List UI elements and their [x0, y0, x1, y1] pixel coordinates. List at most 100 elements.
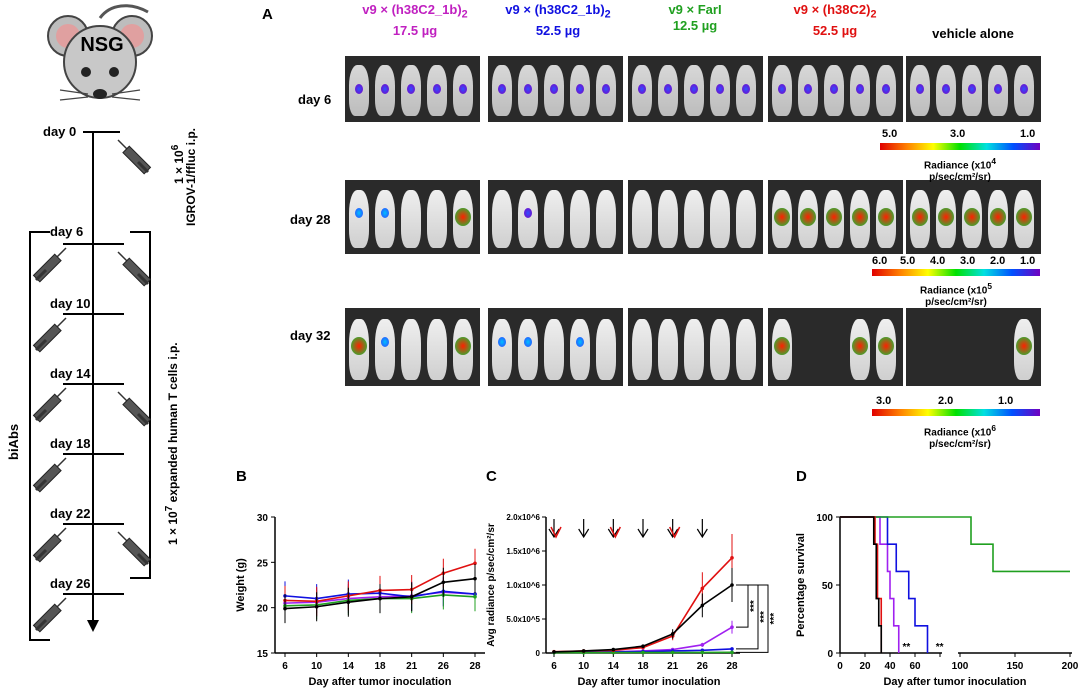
- x-tick-label: 26: [697, 661, 709, 672]
- timeline-day-14: day 14: [50, 366, 91, 381]
- mouse-image: [910, 64, 931, 116]
- data-point: [670, 650, 675, 655]
- mouse-image: [850, 319, 871, 380]
- mouse-image: [798, 190, 819, 248]
- dosing-arrow-head: [667, 528, 679, 539]
- data-point: [730, 583, 734, 587]
- y-tick-label: 15: [257, 649, 269, 660]
- scale-2-tick: 6.0: [872, 255, 888, 267]
- signal-spot: [550, 84, 558, 95]
- y-tick-label: 30: [257, 513, 269, 524]
- mouse-image: [798, 64, 819, 116]
- data-point: [409, 594, 414, 599]
- mouse-image: [632, 64, 653, 116]
- syringe-icon-tumor: [116, 138, 153, 176]
- signal-spot: [916, 84, 924, 95]
- timeline-day-26: day 26: [50, 576, 91, 591]
- mouse-image: [349, 319, 370, 380]
- bioluminescence-image: [345, 56, 480, 122]
- mouse-label: NSG: [80, 34, 124, 56]
- significance-bracket: [736, 584, 759, 650]
- signal-spot: [381, 337, 389, 348]
- signal-spot: [576, 337, 584, 348]
- mouse-image: [544, 64, 565, 116]
- x-axis-label: Day after tumor inoculation: [883, 676, 1026, 688]
- bioluminescence-image: [488, 180, 623, 254]
- signal-spot: [774, 337, 790, 356]
- significance-label: ***: [749, 600, 760, 612]
- signal-spot: [381, 84, 389, 95]
- scale-2-label: Radiance (x105 p/sec/cm²/sr): [920, 281, 992, 309]
- data-point: [552, 650, 556, 654]
- data-point: [473, 594, 477, 599]
- mouse-image: [544, 190, 565, 248]
- bioluminescence-image: [345, 180, 480, 254]
- chart-d-survival: 0 50 100 0 20 40 60 100 150 200 ** ** Day after tumo…: [795, 513, 1079, 688]
- mouse-image: [710, 190, 731, 248]
- scale-3-tick: 3.0: [876, 395, 892, 407]
- mouse-image: [736, 190, 757, 248]
- signal-spot: [455, 337, 471, 356]
- syringe-icon: [31, 526, 68, 564]
- panel-d-letter: D: [796, 468, 807, 485]
- data-point: [700, 603, 705, 608]
- mouse-image: [492, 64, 513, 116]
- data-point: [473, 561, 477, 566]
- mouse-image: [427, 64, 448, 116]
- scale-1-tick: 5.0: [882, 128, 898, 140]
- chart-c-radiance: 0 5.0x10^5 1.0x10^6 1.5x10^6 2.0x10^6 6 10 14 18…: [486, 513, 780, 688]
- timeline-day-18: day 18: [50, 436, 91, 451]
- data-point: [641, 650, 645, 655]
- mouse-image: [570, 190, 591, 248]
- y-axis-label: Avg radiance p/sec/cm²/sr: [486, 523, 497, 647]
- timeline-day-0: day 0: [43, 124, 77, 139]
- data-point: [378, 596, 382, 601]
- mouse-image: [596, 64, 617, 116]
- mouse-image: [736, 64, 757, 116]
- dosing-arrow-red: [550, 526, 562, 539]
- group-header-2: v9 × (h38C2_1b)2 52.5 µg: [505, 2, 611, 38]
- dosing-arrow-head: [607, 528, 619, 539]
- data-point: [730, 650, 734, 655]
- mouse-image: [1014, 190, 1035, 248]
- x-tick-label: 6: [282, 661, 288, 672]
- x-tick-label: 100: [952, 661, 969, 672]
- mouse-image: [518, 319, 539, 380]
- mouse-image: [518, 64, 539, 116]
- signal-spot: [1016, 337, 1032, 356]
- signal-spot: [433, 84, 441, 95]
- scale-3-gradient: [872, 409, 1040, 416]
- mouse-image: [962, 190, 983, 248]
- mouse-image: [401, 319, 422, 380]
- y-tick-label: 100: [816, 513, 833, 524]
- scale-2-tick: 3.0: [960, 255, 976, 267]
- signal-spot: [964, 207, 980, 226]
- mouse-image: [876, 190, 897, 248]
- x-tick-label: 28: [469, 661, 481, 672]
- mouse-image: [824, 190, 845, 248]
- syringe-icon: [31, 316, 68, 354]
- y-tick-label: 1.5x10^6: [506, 547, 540, 556]
- signal-spot: [778, 84, 786, 95]
- mouse-image: [349, 64, 370, 116]
- x-axis-label: Day after tumor inoculation: [308, 676, 451, 688]
- signal-spot: [524, 84, 532, 95]
- mouse-image: [772, 64, 793, 116]
- bioluminescence-image: [768, 56, 903, 122]
- signal-spot: [882, 84, 890, 95]
- data-point: [700, 650, 705, 655]
- y-tick-label: 1.0x10^6: [506, 581, 540, 590]
- signal-spot: [878, 207, 894, 226]
- mouse-image: [453, 64, 474, 116]
- dosing-arrow-head: [637, 528, 649, 539]
- x-tick-label: 150: [1007, 661, 1024, 672]
- survival-curve: [840, 516, 883, 653]
- mouse-image: [988, 64, 1009, 116]
- signal-spot: [602, 84, 610, 95]
- syringe-icon: [31, 386, 68, 424]
- timeline-axis: [29, 131, 151, 641]
- syringe-icon: [116, 530, 153, 568]
- signal-spot: [968, 84, 976, 95]
- x-tick-label: 10: [578, 661, 590, 672]
- panel-b-letter: B: [236, 468, 247, 485]
